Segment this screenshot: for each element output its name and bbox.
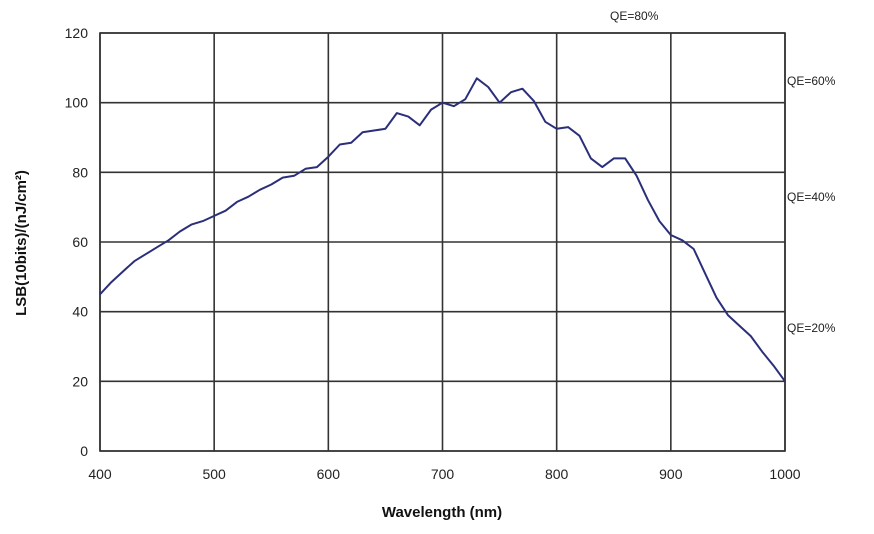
x-tick-label: 500: [202, 466, 226, 482]
x-tick-labels: 400 500 600 700 800 900 1000: [88, 466, 800, 482]
annotation-qe-80: QE=80%: [610, 9, 659, 23]
y-tick-label: 120: [65, 25, 89, 41]
x-tick-label: 800: [545, 466, 569, 482]
y-tick-label: 20: [72, 373, 88, 389]
y-axis-title: LSB(10bits)/(nJ/cm²): [13, 170, 30, 316]
y-tick-labels: 0 20 40 60 80 100 120: [65, 25, 89, 459]
y-tick-label: 40: [72, 304, 88, 320]
x-tick-label: 600: [317, 466, 341, 482]
y-tick-label: 60: [72, 234, 88, 250]
y-tick-label: 80: [72, 164, 88, 180]
annotation-qe-60: QE=60%: [787, 74, 836, 88]
x-axis-title: Wavelength (nm): [382, 504, 502, 521]
x-tick-label: 400: [88, 466, 112, 482]
annotation-qe-40: QE=40%: [787, 190, 836, 204]
x-tick-label: 700: [431, 466, 455, 482]
y-tick-label: 0: [80, 443, 88, 459]
annotation-qe-20: QE=20%: [787, 321, 836, 335]
series-line: [99, 77, 786, 382]
plot-frame: [99, 32, 786, 452]
x-tick-label: 900: [659, 466, 683, 482]
grid-lines: [99, 32, 786, 452]
x-tick-label: 1000: [769, 466, 800, 482]
y-tick-label: 100: [65, 95, 89, 111]
